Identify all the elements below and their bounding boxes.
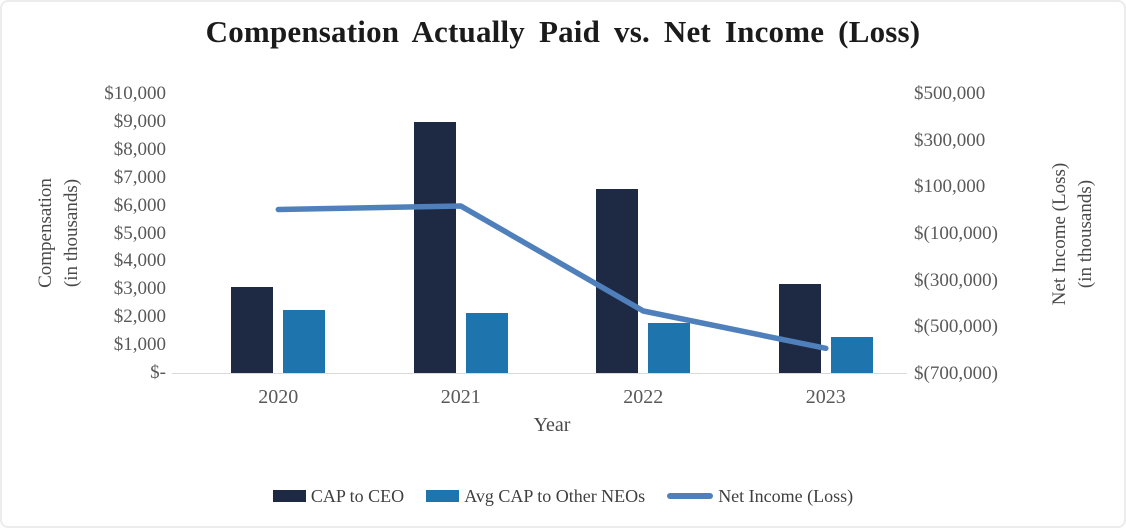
avg-cap-other-neos-swatch-icon bbox=[426, 490, 460, 502]
x-axis-tick-label: 2021 bbox=[440, 386, 481, 408]
bar-cap-to-ceo bbox=[596, 188, 639, 373]
left-axis-tick-label: $8,000 bbox=[113, 138, 166, 160]
right-axis-tick-label: $(500,000) bbox=[914, 316, 998, 338]
right-axis-title: Net Income (Loss) (in thousands) bbox=[1047, 84, 1101, 384]
x-axis-title: Year bbox=[533, 414, 571, 436]
right-axis-tick-label: $300,000 bbox=[914, 129, 986, 151]
bar-cap-to-ceo bbox=[778, 283, 821, 373]
bar-cap-to-ceo bbox=[413, 121, 456, 373]
right-axis-tick-label: $(100,000) bbox=[914, 223, 998, 244]
left-axis-tick-label: $3,000 bbox=[113, 278, 166, 300]
x-axis-tick-label: 2022 bbox=[623, 386, 664, 408]
x-axis-tick-label: 2023 bbox=[805, 386, 846, 408]
bar-avg-cap-to-other-neos bbox=[283, 310, 326, 373]
bar-avg-cap-to-other-neos bbox=[830, 336, 873, 373]
left-axis-tick-label: $7,000 bbox=[113, 166, 166, 188]
legend: CAP to CEO Avg CAP to Other NEOs Net Inc… bbox=[2, 481, 1124, 511]
left-axis-tick-label: $- bbox=[150, 362, 166, 383]
left-axis-tick-label: $4,000 bbox=[113, 250, 166, 272]
left-axis-tick-label: $10,000 bbox=[104, 83, 166, 104]
right-axis-title-line1: Net Income (Loss) bbox=[1049, 162, 1070, 306]
cap-to-ceo-swatch-icon bbox=[272, 490, 306, 502]
left-axis-tick-label: $1,000 bbox=[113, 334, 166, 356]
left-axis-tick-label: $2,000 bbox=[113, 306, 166, 328]
right-axis-title-line2: (in thousands) bbox=[1075, 179, 1096, 289]
right-axis-tick-label: $500,000 bbox=[914, 83, 986, 104]
legend-label-cap-to-ceo: CAP to CEO bbox=[310, 485, 405, 506]
bar-avg-cap-to-other-neos bbox=[648, 322, 691, 373]
legend-item-avg-cap-other-neos: Avg CAP to Other NEOs bbox=[426, 486, 645, 507]
left-axis-tick-label: $6,000 bbox=[113, 194, 166, 216]
bar-avg-cap-to-other-neos bbox=[465, 313, 508, 373]
legend-label-net-income-loss: Net Income (Loss) bbox=[718, 485, 854, 506]
legend-item-cap-to-ceo: CAP to CEO bbox=[272, 485, 405, 507]
x-axis-line bbox=[172, 372, 907, 374]
legend-label-avg-cap-other-neos: Avg CAP to Other NEOs bbox=[464, 485, 646, 506]
right-axis-tick-label: $(300,000) bbox=[914, 269, 998, 291]
net-income-loss-line-swatch-icon bbox=[667, 493, 714, 499]
bar-cap-to-ceo bbox=[231, 286, 274, 373]
left-axis-tick-label: $9,000 bbox=[113, 110, 166, 132]
left-axis-tick-label: $5,000 bbox=[113, 222, 166, 244]
legend-item-net-income-loss: Net Income (Loss) bbox=[667, 486, 853, 507]
net-income-loss-line bbox=[275, 203, 829, 352]
right-axis-tick-label: $(700,000) bbox=[914, 363, 998, 384]
x-axis-tick-label: 2020 bbox=[258, 386, 299, 408]
right-axis-tick-label: $100,000 bbox=[914, 176, 986, 198]
chart-title: Compensation Actually Paid vs. Net Incom… bbox=[205, 14, 921, 49]
